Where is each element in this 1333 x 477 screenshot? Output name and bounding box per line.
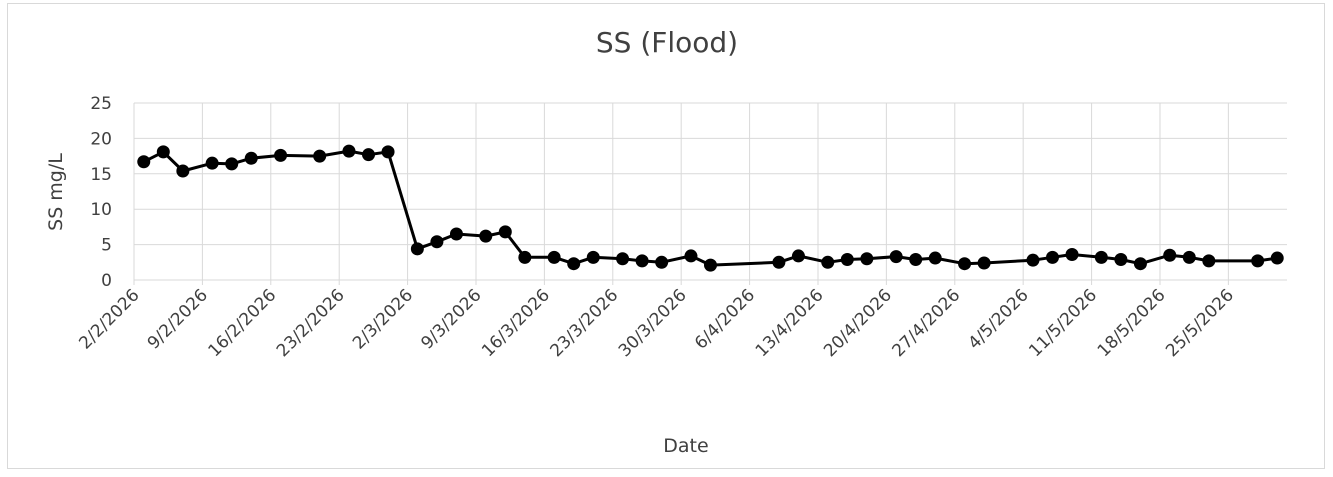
data-point [840, 252, 854, 266]
data-point [704, 258, 717, 272]
data-point [655, 255, 669, 269]
data-point [498, 225, 512, 239]
data-point [547, 250, 561, 264]
y-tick-label: 5 [101, 236, 112, 256]
data-point [616, 252, 630, 266]
data-point [635, 254, 649, 268]
data-point [518, 250, 532, 264]
data-point [225, 157, 239, 171]
data-point [958, 257, 972, 271]
data-point [1163, 248, 1177, 262]
y-axis-label: SS mg/L [45, 153, 67, 231]
data-point [362, 148, 376, 162]
data-point [342, 144, 356, 158]
data-point [381, 145, 395, 159]
data-point [274, 148, 288, 162]
chart-title: SS (Flood) [596, 26, 738, 59]
data-point [410, 242, 424, 256]
data-point [1045, 250, 1059, 264]
data-point [1065, 248, 1079, 262]
data-point [684, 249, 698, 263]
data-point [1026, 253, 1040, 267]
data-point [1270, 251, 1284, 265]
data-point [1114, 252, 1128, 266]
data-point [1251, 254, 1265, 268]
data-point [1182, 250, 1196, 264]
data-point [1202, 254, 1216, 268]
data-point [244, 151, 258, 165]
data-point [176, 164, 190, 178]
data-point [1094, 250, 1108, 264]
x-axis-label: Date [663, 435, 708, 457]
data-point [791, 249, 805, 263]
data-point [860, 252, 874, 266]
data-point [449, 227, 463, 241]
chart-border [7, 3, 1325, 469]
data-line [143, 149, 1278, 267]
data-point [821, 255, 835, 269]
data-point [156, 145, 170, 159]
y-tick-label: 0 [101, 271, 112, 291]
data-point [479, 229, 493, 243]
data-point [977, 256, 991, 270]
data-point [909, 252, 923, 266]
data-point [928, 251, 942, 265]
y-tick-label: 20 [90, 129, 112, 149]
data-point [137, 155, 151, 169]
data-point [313, 149, 327, 163]
y-tick-label: 10 [90, 200, 112, 220]
data-point [586, 250, 600, 264]
data-point [430, 235, 444, 249]
data-point [567, 257, 581, 271]
data-point [205, 156, 219, 170]
y-tick-label: 25 [90, 94, 112, 114]
data-point [1133, 257, 1147, 271]
y-tick-label: 15 [90, 165, 112, 185]
data-point [772, 255, 786, 269]
data-point [889, 250, 903, 264]
